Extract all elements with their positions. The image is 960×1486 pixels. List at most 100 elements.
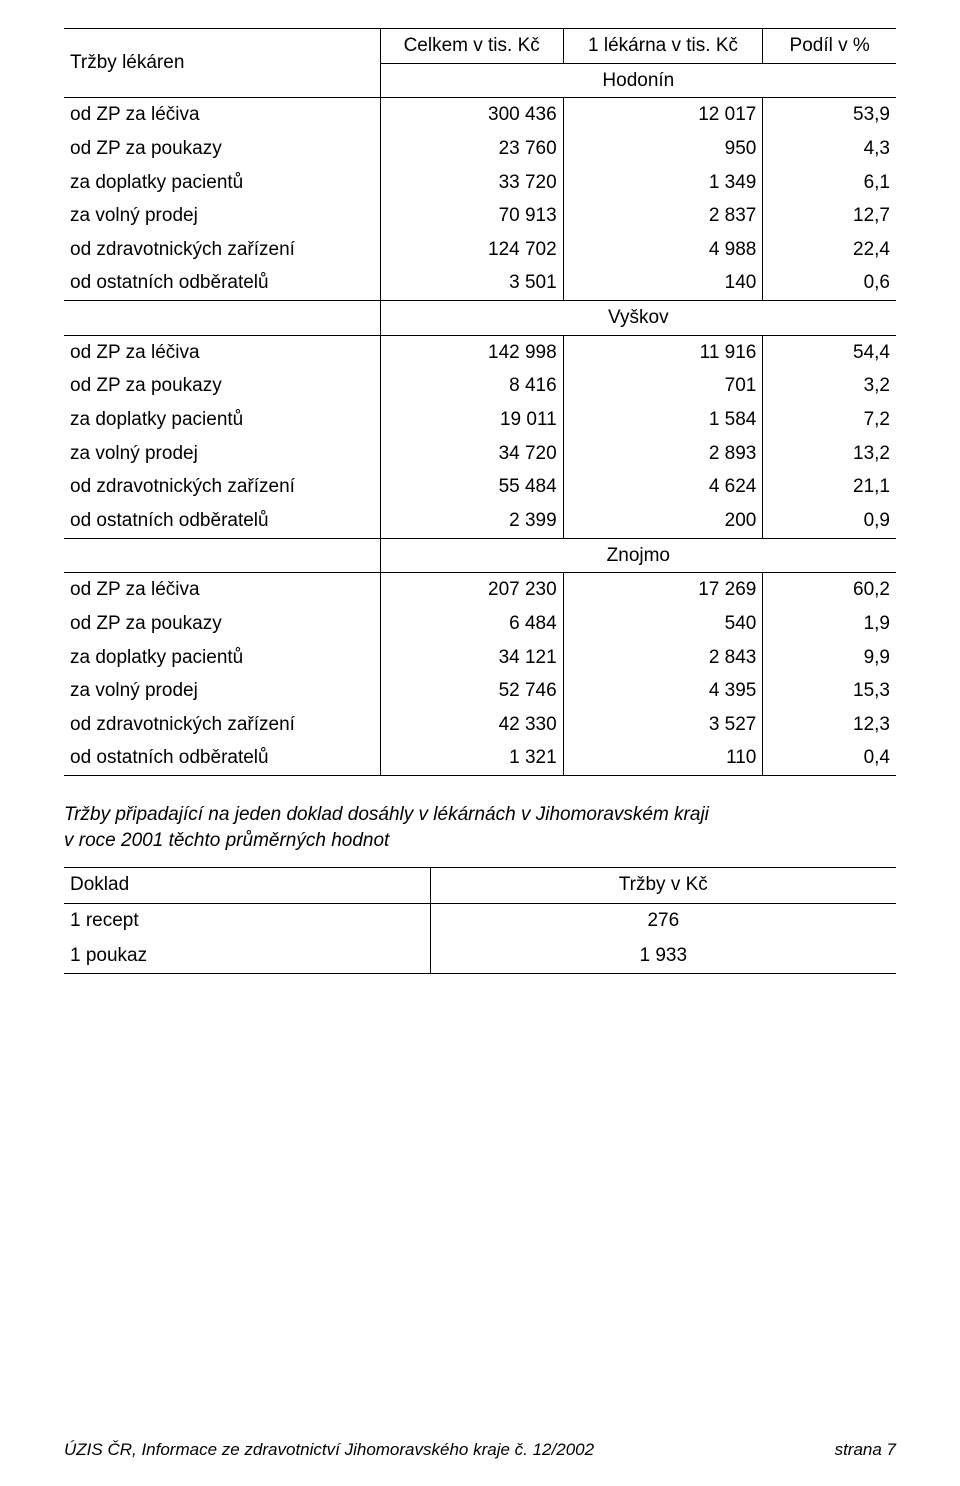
- row-label: za doplatky pacientů: [64, 641, 380, 675]
- row-label: 1 poukaz: [64, 939, 430, 974]
- table-row: od zdravotnických zařízení 124 702 4 988…: [64, 233, 896, 267]
- cell: 11 916: [563, 335, 763, 369]
- table-row: od ostatních odběratelů 1 321 110 0,4: [64, 741, 896, 775]
- table-row: od zdravotnických zařízení 42 330 3 527 …: [64, 708, 896, 742]
- cell: 15,3: [763, 674, 896, 708]
- cell: 42 330: [380, 708, 563, 742]
- cell: 3,2: [763, 369, 896, 403]
- note-paragraph: Tržby připadající na jeden doklad dosáhl…: [64, 802, 896, 853]
- table-row: za doplatky pacientů 34 121 2 843 9,9: [64, 641, 896, 675]
- table-row: za volný prodej 70 913 2 837 12,7: [64, 199, 896, 233]
- table-row: za volný prodej 52 746 4 395 15,3: [64, 674, 896, 708]
- table-row: od ZP za poukazy 23 760 950 4,3: [64, 132, 896, 166]
- table-row: za doplatky pacientů 33 720 1 349 6,1: [64, 166, 896, 200]
- cell: 4 988: [563, 233, 763, 267]
- cell: 13,2: [763, 437, 896, 471]
- cell: 21,1: [763, 470, 896, 504]
- cell: 8 416: [380, 369, 563, 403]
- small-header-c1: Doklad: [64, 868, 430, 904]
- cell: 207 230: [380, 573, 563, 607]
- cell: 1 933: [430, 939, 896, 974]
- table-header-col2: 1 lékárna v tis. Kč: [563, 29, 763, 64]
- per-doklad-table: Doklad Tržby v Kč 1 recept 276 1 poukaz …: [64, 867, 896, 974]
- cell: 200: [563, 504, 763, 538]
- table-row: za doplatky pacientů 19 011 1 584 7,2: [64, 403, 896, 437]
- row-label: za doplatky pacientů: [64, 403, 380, 437]
- cell: 142 998: [380, 335, 563, 369]
- row-label: od zdravotnických zařízení: [64, 708, 380, 742]
- row-label: od zdravotnických zařízení: [64, 233, 380, 267]
- row-label: za volný prodej: [64, 674, 380, 708]
- note-line2: v roce 2001 těchto průměrných hodnot: [64, 830, 389, 851]
- cell: 276: [430, 903, 896, 938]
- cell: 950: [563, 132, 763, 166]
- cell: 1 584: [563, 403, 763, 437]
- row-label: od ZP za léčiva: [64, 98, 380, 132]
- table-row: od ZP za poukazy 6 484 540 1,9: [64, 607, 896, 641]
- cell: 0,6: [763, 266, 896, 300]
- cell: 33 720: [380, 166, 563, 200]
- row-label: za doplatky pacientů: [64, 166, 380, 200]
- cell: 34 720: [380, 437, 563, 471]
- row-label: od ostatních odběratelů: [64, 504, 380, 538]
- region-header: Hodonín: [380, 63, 896, 98]
- cell: 0,4: [763, 741, 896, 775]
- cell: 2 843: [563, 641, 763, 675]
- cell: 34 121: [380, 641, 563, 675]
- cell: 140: [563, 266, 763, 300]
- cell: 3 527: [563, 708, 763, 742]
- table-row: od zdravotnických zařízení 55 484 4 624 …: [64, 470, 896, 504]
- row-label: od ZP za poukazy: [64, 369, 380, 403]
- cell: 23 760: [380, 132, 563, 166]
- table-row: od ZP za poukazy 8 416 701 3,2: [64, 369, 896, 403]
- cell: 110: [563, 741, 763, 775]
- row-label: od ostatních odběratelů: [64, 266, 380, 300]
- cell: 300 436: [380, 98, 563, 132]
- page-footer: ÚZIS ČR, Informace ze zdravotnictví Jiho…: [64, 1440, 896, 1460]
- cell: 52 746: [380, 674, 563, 708]
- table-header-col3: Podíl v %: [763, 29, 896, 64]
- cell: 4 624: [563, 470, 763, 504]
- cell: 19 011: [380, 403, 563, 437]
- cell: 6 484: [380, 607, 563, 641]
- cell: 3 501: [380, 266, 563, 300]
- cell: 54,4: [763, 335, 896, 369]
- cell: 12,3: [763, 708, 896, 742]
- footer-source: ÚZIS ČR, Informace ze zdravotnictví Jiho…: [64, 1440, 594, 1460]
- note-line1: Tržby připadající na jeden doklad dosáhl…: [64, 804, 709, 825]
- cell: 55 484: [380, 470, 563, 504]
- cell: 2 399: [380, 504, 563, 538]
- table-row: 1 recept 276: [64, 903, 896, 938]
- row-label: od ZP za léčiva: [64, 335, 380, 369]
- cell: 22,4: [763, 233, 896, 267]
- table-header-col1: Celkem v tis. Kč: [380, 29, 563, 64]
- cell: 9,9: [763, 641, 896, 675]
- row-label: od ZP za poukazy: [64, 607, 380, 641]
- region-header: Vyškov: [380, 301, 896, 336]
- table-row: za volný prodej 34 720 2 893 13,2: [64, 437, 896, 471]
- region-header: Znojmo: [380, 538, 896, 573]
- cell: 6,1: [763, 166, 896, 200]
- cell: 2 837: [563, 199, 763, 233]
- cell: 12 017: [563, 98, 763, 132]
- row-label: za volný prodej: [64, 199, 380, 233]
- cell: 17 269: [563, 573, 763, 607]
- page: Tržby lékáren Celkem v tis. Kč 1 lékárna…: [0, 0, 960, 1486]
- table-row: od ZP za léčiva 142 998 11 916 54,4: [64, 335, 896, 369]
- row-label: od ZP za léčiva: [64, 573, 380, 607]
- table-row: od ostatních odběratelů 2 399 200 0,9: [64, 504, 896, 538]
- cell: 1,9: [763, 607, 896, 641]
- cell: 4 395: [563, 674, 763, 708]
- small-header-c2: Tržby v Kč: [430, 868, 896, 904]
- cell: 1 321: [380, 741, 563, 775]
- cell: 540: [563, 607, 763, 641]
- row-label: za volný prodej: [64, 437, 380, 471]
- cell: 60,2: [763, 573, 896, 607]
- cell: 2 893: [563, 437, 763, 471]
- row-label: 1 recept: [64, 903, 430, 938]
- cell: 53,9: [763, 98, 896, 132]
- table-row: od ZP za léčiva 300 436 12 017 53,9: [64, 98, 896, 132]
- cell: 0,9: [763, 504, 896, 538]
- pharmacy-revenue-table: Tržby lékáren Celkem v tis. Kč 1 lékárna…: [64, 28, 896, 776]
- cell: 7,2: [763, 403, 896, 437]
